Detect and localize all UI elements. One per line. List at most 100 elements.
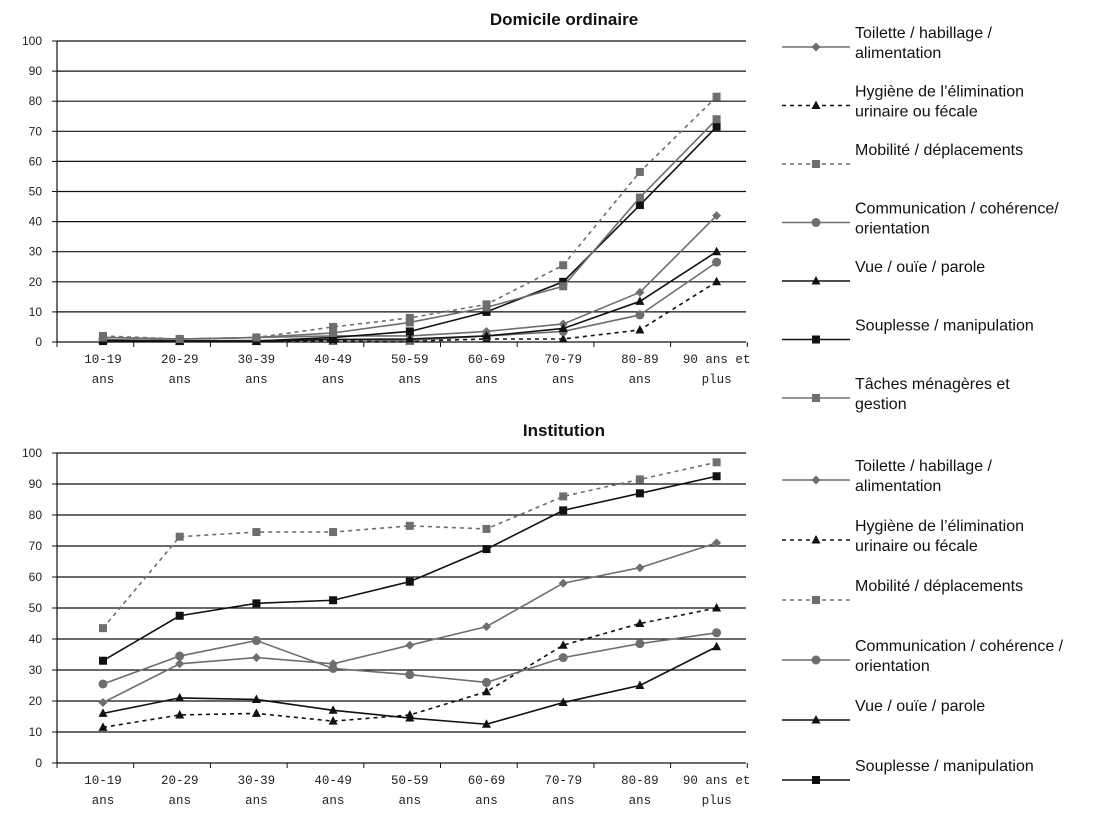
y-tick-label: 90 [29,477,43,491]
data-point [329,528,338,537]
legend-item-toilette-habillage-alimentation: Toilette / habillage / alimentation [782,25,993,62]
y-tick-label: 50 [29,601,43,615]
x-tick-label: 20-29 [161,353,199,367]
series-communication-coherence-orientation [98,628,722,689]
data-point [559,506,568,515]
data-point [559,277,568,286]
legend-label: Hygiène de l’élimination [855,84,1024,101]
y-tick-label: 20 [29,275,43,289]
data-point [405,713,415,722]
series-toilette-habillage-alimentation [98,538,722,708]
x-tick-label: ans [322,794,345,808]
data-point [252,333,261,342]
y-tick-label: 40 [29,632,43,646]
legend-label: urinaire ou fécale [855,538,978,555]
x-tick-label: ans [629,373,652,387]
x-tick-label: plus [702,794,732,808]
data-point [635,489,644,498]
data-point [558,640,568,649]
x-tick-label: ans [552,373,575,387]
legend-item-mobilite-deplacements: Mobilité / déplacements [782,142,1023,168]
legend-label: Communication / cohérence/ [855,201,1059,218]
x-tick-label: ans [92,373,115,387]
x-tick-label: 90 ans et [683,774,751,788]
data-point [98,698,108,708]
data-point [712,628,722,638]
y-tick-label: 70 [29,539,43,553]
legend-label: Vue / ouïe / parole [855,259,985,276]
data-point [175,334,184,343]
series-group [98,92,722,346]
legend-label: urinaire ou fécale [855,104,978,121]
data-point [559,261,568,270]
series-mobilite-deplacements [99,458,721,633]
legend-label: Mobilité / déplacements [855,578,1023,595]
legend-item-taches-menageres-et-gestion: Tâches ménagères et gestion [782,376,1010,413]
x-tick-label: 50-59 [391,774,429,788]
series-vue-ouie-parole [98,641,722,728]
data-point [558,323,568,332]
data-point [558,697,568,707]
data-point [328,663,338,673]
chart-domicile-ordinaire: Domicile ordinaire 0 10 20 30 40 50 60 70 80 90 10… [22,10,1059,413]
legend-item-mobilite-deplacements: Mobilité / déplacements [782,578,1023,604]
data-point [251,636,261,646]
data-point [405,313,414,322]
data-point [635,296,645,305]
legend-label: Vue / ouïe / parole [855,698,985,715]
x-tick-label: ans [629,794,652,808]
data-point [251,694,261,703]
legend-item-hygiene-de-l-elimination-urinaire-ou-fecale: Hygiène de l’élimination urinaire ou féca… [782,518,1024,555]
y-tick-label: 100 [22,34,42,48]
gridlines [57,452,746,764]
series-line [102,475,717,662]
x-tick-label: 10-19 [84,774,122,788]
data-point [252,528,261,537]
data-point [712,538,722,548]
legend: Toilette / habillage / alimentation Hygièn… [782,458,1064,784]
x-tick-label: 50-59 [391,353,429,367]
legend-label: alimentation [855,478,941,495]
data-point [482,622,491,632]
x-tick-label: 70-79 [544,353,582,367]
series-line [102,607,717,729]
legend-swatch-marker [811,218,821,227]
chart-title: Domicile ordinaire [490,10,638,29]
legend-label: Souplesse / manipulation [855,758,1034,775]
y-tick-label: 50 [29,185,43,199]
y-tick-label: 70 [29,124,43,138]
data-point [99,656,107,665]
data-point [635,324,645,334]
data-point [635,287,645,297]
x-tick-label: 60-69 [468,353,506,367]
data-point [559,282,568,291]
data-point [712,122,721,131]
data-point [405,670,415,680]
data-point [251,653,261,663]
x-tick-label: ans [92,794,115,808]
legend-item-souplesse-manipulation: Souplesse / manipulation [782,318,1034,344]
x-tick-label: 30-39 [238,353,276,367]
data-point [482,524,491,533]
y-tick-label: 100 [22,446,42,460]
x-tick-label: ans [475,794,498,808]
data-point [482,686,491,696]
chart-title: Institution [523,421,605,440]
data-point [329,328,338,337]
series-souplesse-manipulation [99,472,721,665]
data-point [328,705,338,714]
data-point [482,330,491,340]
y-tick-label: 0 [35,756,42,770]
data-point [329,596,338,605]
x-tick-label: 80-89 [621,353,659,367]
y-tick-label: 60 [29,154,43,168]
data-point [405,327,414,336]
legend-item-toilette-habillage-alimentation: Toilette / habillage / alimentation [782,458,993,495]
x-tick-label: ans [399,373,422,387]
y-tick-label: 0 [35,335,42,349]
y-tick-label: 30 [29,245,43,259]
data-point [329,322,338,331]
legend-swatch-marker [812,776,820,784]
data-point [712,641,722,651]
series-line [103,126,718,342]
